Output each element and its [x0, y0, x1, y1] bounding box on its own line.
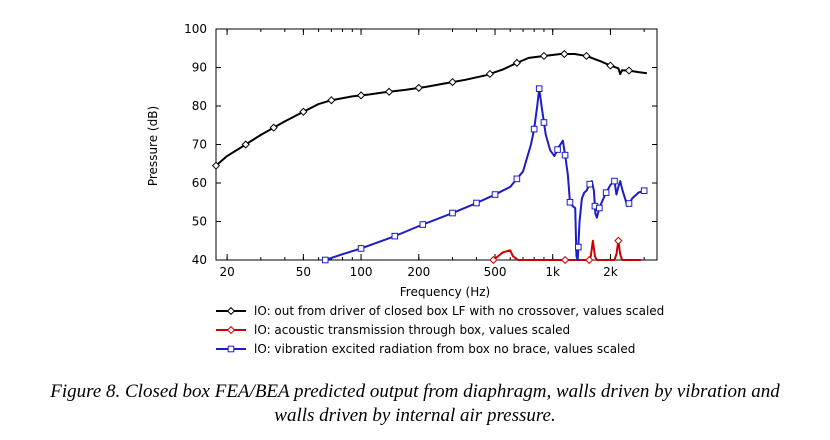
series-marker [596, 204, 603, 212]
y-tick-label: 80 [192, 99, 207, 113]
y-tick-label: 100 [184, 22, 207, 36]
series-marker [540, 119, 548, 126]
series-marker [560, 255, 570, 265]
series-marker [582, 51, 591, 61]
series-marker [602, 189, 610, 196]
y-tick-label: 60 [192, 176, 207, 190]
series-marker [269, 123, 278, 132]
x-tick-label: 50 [296, 265, 311, 279]
legend-label: lO: out from driver of closed box LF wit… [254, 304, 664, 318]
series-1 [211, 49, 648, 170]
series-marker [357, 245, 365, 252]
series-marker [640, 187, 648, 194]
x-tick-label: 100 [350, 265, 373, 279]
series-line [492, 239, 642, 261]
series-marker [241, 140, 250, 149]
series-layer [211, 49, 648, 265]
series-marker [585, 255, 594, 265]
chart: 40 50 60 70 80 90 100 20 50 100 200 500 1k 2k Freque… [146, 22, 664, 356]
series-marker [513, 175, 521, 183]
series-marker [586, 180, 594, 188]
series-marker [299, 107, 308, 116]
y-tick-label: 90 [192, 61, 207, 75]
legend-label: lO: vibration excited radiation from box… [254, 342, 635, 356]
series-marker [539, 51, 549, 61]
y-tick-label: 50 [192, 215, 207, 229]
series-marker [391, 232, 399, 240]
series-marker [566, 198, 574, 206]
series-marker [448, 77, 457, 87]
y-tick-label: 70 [192, 138, 207, 152]
series-marker [611, 177, 618, 185]
series-marker [321, 256, 329, 264]
series-marker [560, 49, 569, 59]
x-tick-label: 500 [484, 265, 507, 279]
legend-swatch-marker [227, 345, 235, 353]
legend-swatch-marker [226, 306, 236, 316]
series-marker [211, 161, 221, 170]
series-marker [356, 91, 366, 100]
y-axis-label: Pressure (dB) [146, 106, 160, 186]
series-line [324, 87, 645, 261]
y-axis: 40 50 60 70 80 90 100 [184, 22, 657, 267]
plot-area [215, 28, 658, 261]
series-marker [535, 85, 543, 92]
figure-caption: Figure 8. Closed box FEA/BEA predicted o… [0, 380, 830, 428]
series-3 [321, 85, 648, 264]
series-marker [561, 151, 569, 159]
series-marker [473, 199, 480, 207]
caption-line-2: walls driven by internal air pressure. [274, 405, 556, 426]
y-tick-label: 40 [192, 253, 207, 267]
x-tick-label: 200 [407, 265, 430, 279]
series-marker [489, 255, 498, 265]
x-tick-label: 1k [545, 265, 560, 279]
series-marker [530, 125, 538, 133]
series-marker [512, 58, 521, 67]
series-marker [419, 221, 427, 228]
series-marker [485, 69, 494, 79]
series-marker [414, 83, 423, 92]
legend-swatch-marker [226, 325, 236, 335]
x-tick-label: 20 [219, 265, 234, 279]
x-tick-label: 2k [603, 265, 618, 279]
series-marker [624, 66, 634, 75]
series-line [215, 53, 648, 167]
legend-label: lO: acoustic transmission through box, v… [254, 323, 570, 337]
x-axis-label: Frequency (Hz) [400, 285, 491, 299]
series-marker [449, 209, 456, 217]
x-axis: 20 50 100 200 500 1k 2k [219, 29, 645, 279]
series-marker [575, 243, 582, 251]
series-marker [554, 146, 561, 153]
series-marker [606, 61, 615, 70]
series-marker [614, 236, 623, 245]
legend: lO: out from driver of closed box LF wit… [216, 304, 664, 356]
series-marker [327, 96, 336, 105]
series-marker [491, 191, 499, 198]
caption-line-1: Figure 8. Closed box FEA/BEA predicted o… [50, 381, 780, 402]
series-marker [625, 200, 633, 207]
series-marker [384, 87, 394, 96]
series-2 [489, 236, 642, 265]
